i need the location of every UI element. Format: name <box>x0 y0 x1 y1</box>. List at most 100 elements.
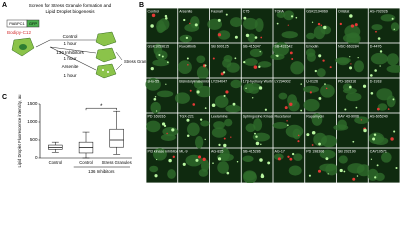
micrograph <box>273 148 305 183</box>
cell <box>320 135 337 148</box>
cell <box>226 62 240 73</box>
droplet <box>185 36 189 40</box>
cell <box>196 55 206 64</box>
cell <box>319 163 337 172</box>
droplet <box>189 22 191 25</box>
droplet <box>370 91 374 95</box>
cell <box>153 148 167 161</box>
droplet <box>393 130 396 133</box>
droplet <box>186 57 189 60</box>
cell <box>185 154 203 167</box>
droplet <box>343 170 346 173</box>
cell <box>243 171 257 183</box>
droplet <box>309 91 312 94</box>
image-label: Rucetanol <box>275 114 291 118</box>
image-label: CAY10571 <box>370 149 387 153</box>
image-label: LY294047 <box>211 79 227 83</box>
droplet <box>349 66 353 70</box>
cell <box>146 120 161 133</box>
title: Lipid Droplet biogenesis <box>45 9 95 14</box>
panel-label: B <box>139 2 144 9</box>
droplet <box>166 132 168 135</box>
cell <box>249 48 263 58</box>
droplet <box>260 143 262 146</box>
cell <box>281 31 298 39</box>
cell <box>252 132 270 142</box>
droplet <box>317 169 322 173</box>
image-label: SB 600125 <box>211 44 229 48</box>
cell <box>288 100 300 112</box>
cell <box>149 165 159 173</box>
droplet <box>199 118 203 121</box>
image-label: GSK2194069 <box>306 9 328 13</box>
droplet <box>379 65 381 67</box>
cell <box>380 14 396 22</box>
droplet <box>171 128 175 132</box>
cell <box>311 113 323 126</box>
droplet <box>211 103 216 108</box>
droplet <box>195 158 199 162</box>
x-tick-label: Control <box>79 160 93 165</box>
image-label: AG-17 <box>275 149 285 153</box>
x-tick-label: Control <box>49 160 63 165</box>
droplet <box>202 157 206 162</box>
title: Screen for Stress Granule formation and <box>29 3 112 8</box>
image-label: Fasnall <box>211 9 223 13</box>
cell <box>242 17 258 30</box>
droplet <box>352 177 356 181</box>
droplet <box>322 59 325 62</box>
droplet <box>223 94 226 97</box>
droplet <box>196 90 200 94</box>
panel-c: C 0 500 1000 1500 Lipid Droplet Fluorescence … <box>2 94 132 174</box>
cell <box>386 53 399 66</box>
droplet <box>297 134 300 137</box>
droplet <box>161 55 164 58</box>
image-label: GSK1059615 <box>148 44 170 48</box>
cell <box>386 65 400 73</box>
image-label: Leelamine <box>211 114 228 118</box>
droplet <box>212 162 214 164</box>
cell <box>333 124 349 131</box>
cell <box>211 127 227 138</box>
cell <box>346 32 361 46</box>
cell <box>381 152 392 163</box>
tag: PABPC1 <box>9 21 25 26</box>
cell <box>316 68 326 77</box>
cell <box>152 59 170 67</box>
image-label: D-4476 <box>370 44 382 48</box>
droplet <box>217 157 222 161</box>
droplet <box>254 132 256 135</box>
cell <box>213 121 225 130</box>
cell <box>338 155 348 164</box>
droplet <box>323 25 327 30</box>
droplet <box>243 61 246 64</box>
arrows <box>115 51 123 71</box>
granule <box>102 69 104 71</box>
image-label: PI3 kinase inhibitor 2 <box>148 149 181 153</box>
cell <box>200 159 210 172</box>
image-label: ML-9 <box>179 149 187 153</box>
droplet <box>192 103 196 106</box>
cell <box>229 17 243 28</box>
droplet <box>354 23 358 27</box>
cell <box>193 80 204 89</box>
droplet <box>318 54 322 58</box>
box <box>109 128 124 148</box>
droplet <box>204 138 206 141</box>
image-label: NSC-663284 <box>338 44 359 48</box>
image-label: TOFA <box>275 9 285 13</box>
droplet <box>267 161 271 165</box>
droplet <box>325 157 329 161</box>
droplet <box>349 14 353 18</box>
cell <box>245 82 261 91</box>
cell <box>342 87 357 94</box>
droplet <box>355 106 358 109</box>
droplet <box>234 57 237 60</box>
droplet <box>166 61 169 64</box>
cell <box>223 55 233 63</box>
cell <box>224 118 233 127</box>
cell <box>153 43 163 56</box>
droplet <box>236 160 239 163</box>
droplet <box>220 72 224 76</box>
droplet <box>289 157 293 161</box>
